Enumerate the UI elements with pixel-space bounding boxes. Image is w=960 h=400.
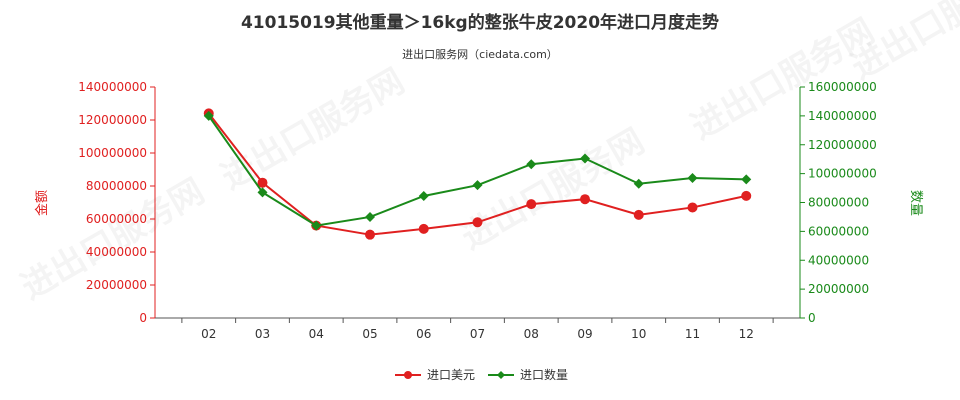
series-2-point bbox=[687, 172, 698, 183]
x-tick-label: 08 bbox=[524, 327, 539, 341]
series-2-point bbox=[472, 180, 483, 191]
series-1-point bbox=[687, 202, 698, 213]
y-right-tick-label: 160000000 bbox=[808, 80, 877, 94]
y-left-axis-title: 金额 bbox=[34, 190, 50, 216]
y-left-tick-label: 20000000 bbox=[86, 278, 147, 292]
watermark-text: 进出口服务网 bbox=[455, 121, 652, 258]
x-tick-label: 02 bbox=[201, 327, 216, 341]
y-right-tick-label: 100000000 bbox=[808, 167, 877, 181]
series-1-point bbox=[257, 177, 268, 188]
y-left-tick-label: 60000000 bbox=[86, 212, 147, 226]
y-left-tick-label: 80000000 bbox=[86, 179, 147, 193]
series-layer bbox=[203, 108, 752, 240]
series-2-point bbox=[526, 159, 537, 170]
y-right-tick-label: 140000000 bbox=[808, 109, 877, 123]
y-right-tick-label: 40000000 bbox=[808, 253, 869, 267]
x-tick-label: 10 bbox=[631, 327, 646, 341]
chart-title: 41015019其他重量＞16kg的整张牛皮2020年进口月度走势 bbox=[240, 13, 720, 33]
y-right-tick-label: 20000000 bbox=[808, 282, 869, 296]
y-right-tick-label: 120000000 bbox=[808, 138, 877, 152]
chart-subtitle: 进出口服务网（ciedata.com） bbox=[402, 48, 558, 61]
series-2-point bbox=[257, 187, 268, 198]
series-1-point bbox=[580, 194, 590, 205]
x-tick-label: 03 bbox=[255, 327, 270, 341]
y-right-tick-label: 60000000 bbox=[808, 224, 869, 238]
y-right-axis-title: 数量 bbox=[908, 190, 923, 216]
y-left-tick-label: 0 bbox=[139, 311, 147, 325]
y-left-tick-label: 100000000 bbox=[78, 146, 147, 160]
x-tick-label: 07 bbox=[470, 327, 485, 341]
x-tick-label: 05 bbox=[362, 327, 377, 341]
series-1-point bbox=[633, 209, 644, 220]
y-right-tick-label: 80000000 bbox=[808, 196, 869, 210]
legend-swatch-marker bbox=[497, 371, 505, 379]
series-2-point bbox=[633, 178, 644, 189]
legend-label: 进口数量 bbox=[520, 367, 568, 382]
series-2-point bbox=[741, 174, 752, 185]
series-1-point bbox=[418, 223, 429, 234]
y-left-tick-label: 140000000 bbox=[78, 80, 147, 94]
y-left-tick-label: 40000000 bbox=[86, 245, 147, 259]
x-tick-label: 06 bbox=[416, 327, 431, 341]
series-2-point bbox=[311, 220, 322, 231]
x-tick-label: 12 bbox=[739, 327, 754, 341]
watermark-text: 进出口服务网 bbox=[215, 61, 412, 198]
series-1-point bbox=[472, 217, 483, 228]
series-1-point bbox=[741, 190, 752, 201]
series-2-point bbox=[580, 153, 590, 164]
series-2-point bbox=[203, 110, 214, 121]
y-left-tick-label: 120000000 bbox=[78, 113, 147, 127]
series-1-point bbox=[526, 199, 537, 210]
series-2-point bbox=[418, 191, 429, 202]
series-2-point bbox=[365, 211, 375, 222]
y-right-tick-label: 0 bbox=[808, 311, 816, 325]
x-tick-label: 04 bbox=[309, 327, 324, 341]
axes: 0 20000000 40000000 60000000 80000000 1000000… bbox=[34, 80, 923, 341]
legend-label: 进口美元 bbox=[427, 368, 475, 382]
x-tick-label: 11 bbox=[685, 327, 700, 341]
x-tick-label: 09 bbox=[577, 327, 592, 341]
legend: 进口美元 进口数量 bbox=[395, 367, 568, 382]
series-1-point bbox=[365, 229, 375, 240]
legend-swatch-marker bbox=[404, 371, 412, 379]
